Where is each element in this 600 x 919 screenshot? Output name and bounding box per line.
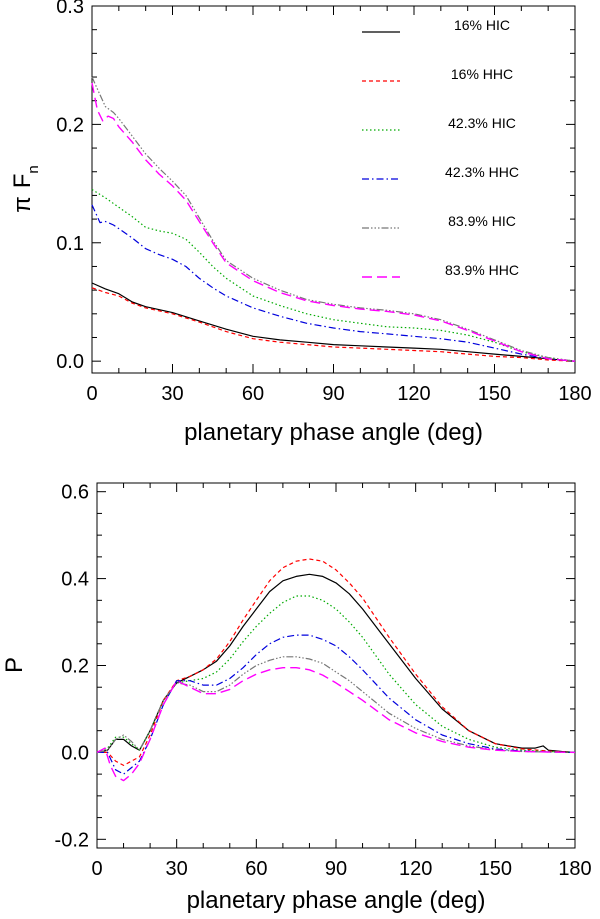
series-line-42-3-hhc bbox=[97, 634, 576, 775]
flux-y-axis-sub: n bbox=[25, 165, 42, 173]
x-tick-label: 0 bbox=[86, 383, 97, 405]
legend-label: 16% HIC bbox=[454, 17, 510, 33]
series-line-83-9-hhc bbox=[96, 667, 576, 782]
polarization-y-axis-title: P bbox=[1, 657, 28, 673]
series-line-16-hhc bbox=[97, 558, 576, 767]
y-tick-label: 0.2 bbox=[56, 114, 84, 136]
legend-label: 83.9% HHC bbox=[445, 262, 519, 278]
x-tick-label: 180 bbox=[558, 383, 591, 405]
flux-y-axis-title: πFn bbox=[9, 165, 42, 213]
legend-label: 83.9% HIC bbox=[448, 213, 516, 229]
polarization-panel: 0 30 60 90 120 150 180 -0.2 0.0 0.2 0.4 0.6 planeta… bbox=[1, 482, 592, 914]
flux-y-axis-var: F bbox=[9, 174, 36, 189]
x-tick-label: 120 bbox=[397, 383, 430, 405]
polarization-plot-frame bbox=[96, 482, 576, 849]
legend-label: 42.3% HHC bbox=[445, 164, 519, 180]
x-tick-label: 150 bbox=[478, 383, 511, 405]
flux-series-lines bbox=[91, 76, 576, 362]
flux-x-axis-title: planetary phase angle (deg) bbox=[184, 419, 483, 446]
series-line-16-hhc bbox=[91, 287, 576, 362]
x-tick-label: 150 bbox=[479, 858, 512, 880]
x-tick-label: 60 bbox=[245, 858, 267, 880]
y-tick-label: 0.2 bbox=[61, 656, 89, 678]
x-tick-label: 180 bbox=[558, 858, 591, 880]
x-tick-label: 90 bbox=[325, 858, 347, 880]
y-tick-label: 0.0 bbox=[56, 351, 84, 373]
flux-y-axis-symbol: π bbox=[9, 196, 36, 213]
x-tick-label: 120 bbox=[399, 858, 432, 880]
y-tick-label: 0.1 bbox=[56, 233, 84, 255]
legend-label: 16% HHC bbox=[451, 66, 513, 82]
legend-label: 42.3% HIC bbox=[448, 115, 516, 131]
x-tick-label: 90 bbox=[322, 383, 344, 405]
series-line-16-hic bbox=[96, 573, 576, 753]
x-tick-label: 30 bbox=[161, 383, 183, 405]
y-tick-label: 0.0 bbox=[61, 742, 89, 764]
flux-plot-frame bbox=[91, 5, 576, 374]
y-tick-label: -0.2 bbox=[55, 829, 89, 851]
y-tick-label: 0.4 bbox=[61, 569, 89, 591]
series-line-42-3-hic bbox=[96, 595, 576, 753]
x-tick-label: 60 bbox=[242, 383, 264, 405]
x-tick-label: 0 bbox=[91, 858, 102, 880]
x-tick-label: 30 bbox=[166, 858, 188, 880]
series-line-16-hic bbox=[91, 282, 576, 362]
polarization-series-lines bbox=[96, 558, 576, 782]
flux-axis-ticks: 0 30 60 90 120 150 180 0.0 0.1 0.2 0.3 bbox=[56, 0, 592, 405]
series-line-42-3-hic bbox=[91, 188, 576, 362]
series-line-42-3-hhc bbox=[91, 204, 576, 362]
y-tick-label: 0.3 bbox=[56, 0, 84, 18]
y-tick-label: 0.6 bbox=[61, 482, 89, 504]
polarization-x-axis-title: planetary phase angle (deg) bbox=[187, 887, 486, 914]
polarization-axis-ticks: 0 30 60 90 120 150 180 -0.2 0.0 0.2 0.4 0.6 bbox=[55, 482, 592, 880]
series-line-83-9-hhc bbox=[91, 82, 576, 362]
flux-legend: 16% HIC 16% HHC 42.3% HIC 42.3% HHC 83.9% HI… bbox=[362, 17, 519, 278]
series-line-83-9-hic bbox=[96, 656, 576, 753]
